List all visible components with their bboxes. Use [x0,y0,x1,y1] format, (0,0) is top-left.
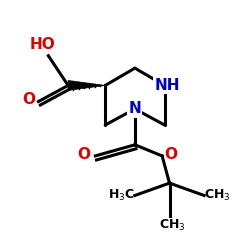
Polygon shape [68,80,105,90]
Text: HO: HO [29,37,55,52]
Text: H$_3$C: H$_3$C [108,188,135,203]
Text: N: N [128,102,141,116]
Text: O: O [164,147,177,162]
Text: CH$_3$: CH$_3$ [159,218,185,233]
Text: CH$_3$: CH$_3$ [204,188,231,203]
Text: O: O [22,92,35,106]
Text: O: O [78,147,91,162]
Text: NH: NH [154,78,180,93]
